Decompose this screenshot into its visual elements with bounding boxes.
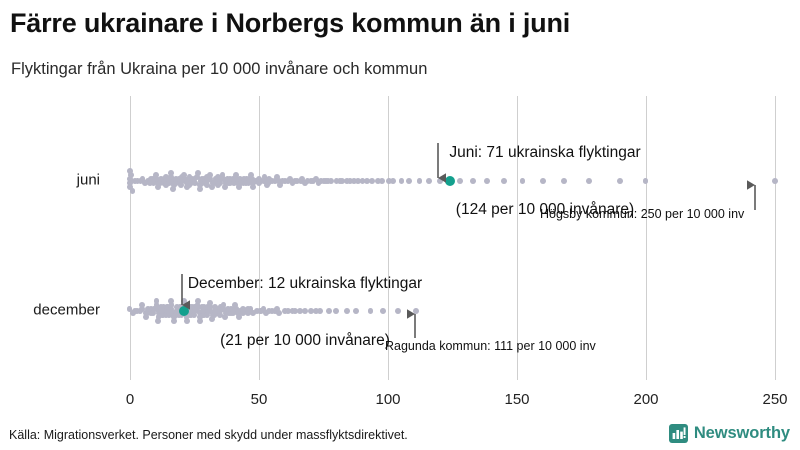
bar-chart-icon: [668, 424, 688, 443]
juni-callout: Juni: 71 ukrainska flyktingar (124 per 1…: [449, 105, 640, 257]
brand-name: Newsworthy: [693, 424, 790, 442]
december-callout: December: 12 ukrainska flyktingar (21 pe…: [188, 236, 422, 388]
newsworthy-logo: Newsworthy: [668, 424, 790, 443]
chart-subtitle: Flyktingar från Ukraina per 10 000 invån…: [11, 60, 428, 78]
category-label-december: december: [33, 301, 100, 319]
juni-callout-line2: (124 per 10 000 invånare): [455, 201, 635, 218]
category-label-juni: juni: [76, 171, 100, 189]
page-title: Färre ukrainare i Norbergs kommun än i j…: [10, 8, 571, 38]
december-callout-line2: (21 per 10 000 invånare): [220, 332, 390, 349]
ragunda-outlier-label: Ragunda kommun: 111 per 10 000 inv: [385, 339, 596, 353]
december-callout-line1: December: 12 ukrainska flyktingar: [187, 275, 423, 292]
juni-callout-line1: Juni: 71 ukrainska flyktingar: [449, 144, 641, 161]
source-note: Källa: Migrationsverket. Personer med sk…: [9, 428, 408, 442]
hogsby-outlier-label: Högsby kommun: 250 per 10 000 inv: [540, 207, 745, 221]
